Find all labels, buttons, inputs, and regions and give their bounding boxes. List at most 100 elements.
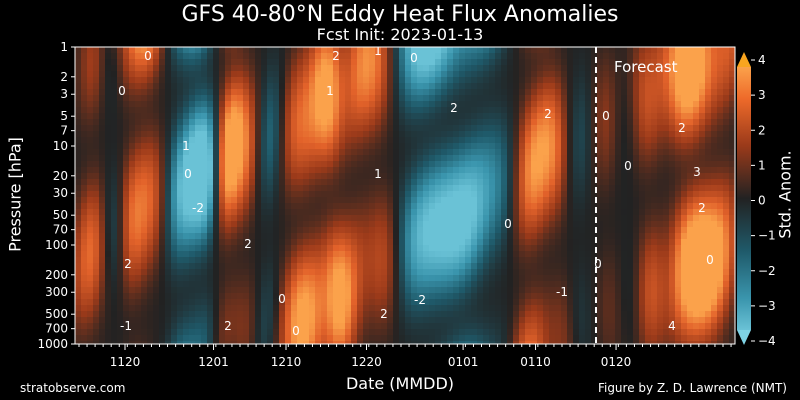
heatmap-cell [309,257,316,264]
heatmap-cell [369,161,376,168]
heatmap-cell [663,47,670,54]
heatmap-cell [351,299,358,306]
heatmap-cell [507,245,514,252]
heatmap-cell [297,191,304,198]
heatmap-cell [189,221,196,228]
heatmap-cell [597,281,604,288]
heatmap-cell [417,191,424,198]
heatmap-cell [303,119,310,126]
heatmap-cell [255,143,262,150]
heatmap-cell [345,47,352,54]
heatmap-cell [273,173,280,180]
heatmap-cell [375,143,382,150]
heatmap-cell [489,131,496,138]
heatmap-cell [381,197,388,204]
heatmap-cell [651,89,658,96]
heatmap-cell [525,197,532,204]
heatmap-cell [255,59,262,66]
heatmap-cell [171,77,178,84]
heatmap-cell [435,245,442,252]
heatmap-cell [363,125,370,132]
heatmap-cell [585,89,592,96]
heatmap-cell [105,59,112,66]
heatmap-cell [147,149,154,156]
heatmap-cell [603,53,610,60]
heatmap-cell [507,179,514,186]
heatmap-cell [135,275,142,282]
heatmap-cell [657,233,664,240]
heatmap-cell [621,179,628,186]
heatmap-cell [291,131,298,138]
heatmap-cell [657,197,664,204]
heatmap-cell [399,149,406,156]
heatmap-cell [87,311,94,318]
heatmap-cell [687,167,694,174]
heatmap-cell [423,65,430,72]
heatmap-cell [543,215,550,222]
heatmap-cell [135,305,142,312]
heatmap-cell [729,299,735,306]
heatmap-cell [159,275,166,282]
heatmap-cell [117,167,124,174]
heatmap-cell [171,317,178,324]
heatmap-cell [447,95,454,102]
heatmap-cell [579,227,586,234]
heatmap-cell [249,245,256,252]
heatmap-cell [123,215,130,222]
heatmap-cell [135,179,142,186]
heatmap-cell [693,215,700,222]
heatmap-cell [591,311,598,318]
heatmap-cell [639,143,646,150]
heatmap-cell [261,107,268,114]
heatmap-cell [225,179,232,186]
heatmap-cell [453,185,460,192]
heatmap-cell [657,131,664,138]
heatmap-cell [627,95,634,102]
heatmap-cell [579,245,586,252]
heatmap-cell [567,125,574,132]
heatmap-cell [633,83,640,90]
heatmap-cell [303,101,310,108]
heatmap-cell [729,137,735,144]
heatmap-cell [75,233,82,240]
heatmap-cell [177,305,184,312]
heatmap-cell [207,119,214,126]
heatmap-cell [111,155,118,162]
heatmap-cell [153,191,160,198]
heatmap-cell [549,209,556,216]
heatmap-cell [579,149,586,156]
heatmap-cell [213,137,220,144]
heatmap-cell [501,131,508,138]
heatmap-cell [645,161,652,168]
heatmap-cell [495,311,502,318]
heatmap-cell [117,185,124,192]
heatmap-cell [687,209,694,216]
heatmap-cell [177,95,184,102]
heatmap-cell [573,269,580,276]
heatmap-cell [525,65,532,72]
heatmap-cell [567,197,574,204]
heatmap-cell [177,101,184,108]
heatmap-cell [597,263,604,270]
heatmap-cell [111,65,118,72]
heatmap-cell [285,83,292,90]
heatmap-cell [483,227,490,234]
heatmap-cell [627,101,634,108]
heatmap-cell [519,125,526,132]
heatmap-cell [243,185,250,192]
heatmap-cell [327,209,334,216]
heatmap-cell [117,89,124,96]
heatmap-cell [603,113,610,120]
heatmap-cell [123,149,130,156]
heatmap-cell [369,113,376,120]
heatmap-cell [159,101,166,108]
heatmap-cell [213,233,220,240]
heatmap-cell [603,83,610,90]
heatmap-cell [99,191,106,198]
heatmap-cell [549,47,556,54]
heatmap-cell [357,293,364,300]
heatmap-cell [111,299,118,306]
heatmap-cell [135,287,142,294]
heatmap-cell [591,149,598,156]
heatmap-cell [279,143,286,150]
